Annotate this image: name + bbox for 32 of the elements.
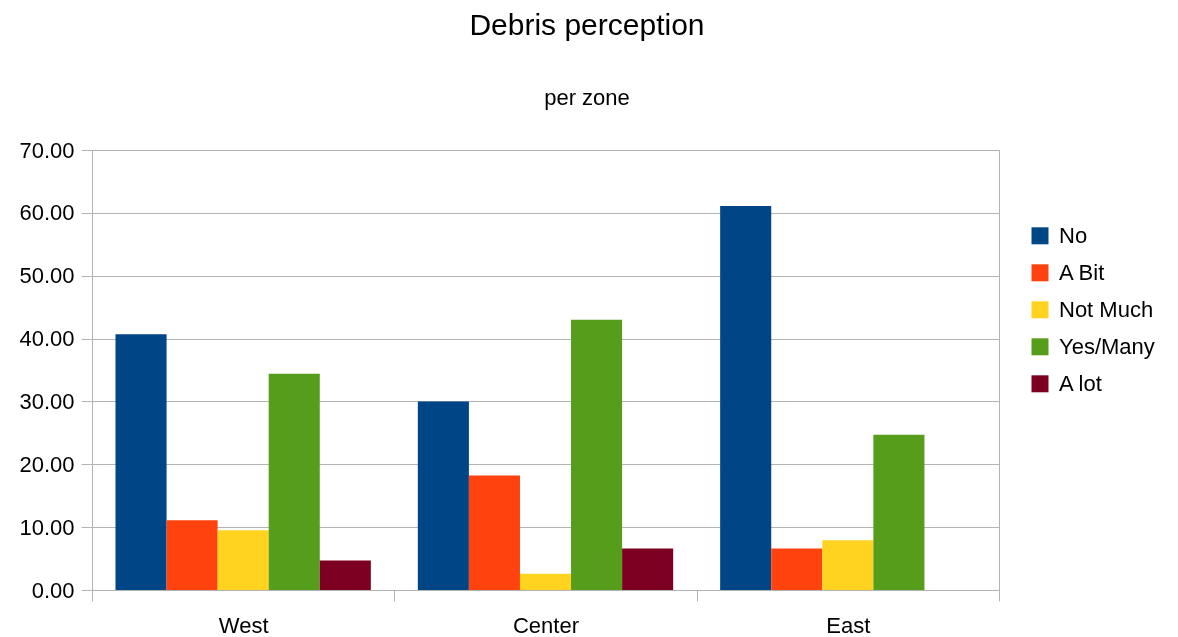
bar xyxy=(115,334,167,590)
y-tick-label: 60.00 xyxy=(19,200,75,226)
bar xyxy=(571,319,623,590)
bar xyxy=(873,434,925,590)
y-tick-label: 20.00 xyxy=(19,451,75,477)
y-tick-label: 70.00 xyxy=(19,137,75,163)
chart-title: Debris perception xyxy=(469,8,705,41)
bar xyxy=(720,205,772,590)
x-tick-label: West xyxy=(218,612,269,637)
legend-label: Yes/Many xyxy=(1059,333,1155,359)
legend-label: No xyxy=(1059,222,1088,248)
y-tick-label: 10.00 xyxy=(19,514,75,540)
bar xyxy=(771,548,823,590)
bar xyxy=(217,530,269,590)
legend-label: A Bit xyxy=(1059,259,1105,285)
bar xyxy=(468,475,520,590)
legend-label: Not Much xyxy=(1059,296,1154,322)
bar xyxy=(319,560,371,590)
bar xyxy=(822,540,874,590)
x-tick-label: East xyxy=(826,612,871,637)
y-tick-label: 50.00 xyxy=(19,263,75,289)
x-tick-label: Center xyxy=(512,612,580,637)
y-tick-label: 30.00 xyxy=(19,388,75,414)
y-tick-label: 40.00 xyxy=(19,326,75,352)
bar xyxy=(519,573,572,590)
chart-subtitle: per zone xyxy=(544,85,630,110)
bar xyxy=(417,401,469,590)
legend-label: A lot xyxy=(1059,370,1102,396)
y-tick-label: 0.00 xyxy=(31,577,75,603)
bar xyxy=(268,373,320,590)
bar xyxy=(622,548,674,590)
bar xyxy=(166,520,218,590)
